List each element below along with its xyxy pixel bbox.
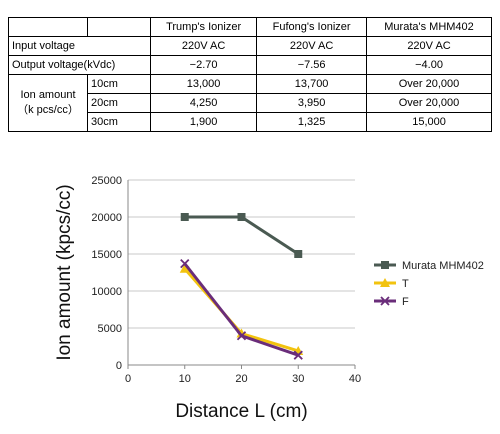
ionizer-spec-table: Trump's Ionizer Fufong's Ionizer Murata'… [8,17,492,132]
x-tick-label: 40 [349,373,361,385]
series-line [183,262,299,357]
table-row-input-voltage: Input voltage 220V AC 220V AC 220V AC [8,36,492,56]
header-fufong: Fufong's Ionizer [256,17,368,37]
legend-label: Murata MHM402 [402,260,484,272]
table-cell: 3,950 [256,93,368,113]
legend-marker [381,261,389,269]
series-line [183,267,299,353]
legend-label: F [402,296,409,308]
y-tick-label: 10000 [91,286,122,298]
header-murata: Murata's MHM402 [366,17,492,37]
table-cell: −4.00 [366,55,492,75]
table-header-row: Trump's Ionizer Fufong's Ionizer Murata'… [8,17,492,37]
table-cell: −2.70 [149,55,258,75]
ion-amount-label-line1: Ion amount [20,89,76,101]
x-tick-label: 10 [179,373,191,385]
data-point [236,331,247,341]
distance-cell: 20cm [87,93,151,113]
row-label: Input voltage [8,36,151,56]
header-trump: Trump's Ionizer [149,17,258,37]
legend-marker [380,296,390,306]
distance-cell: 30cm [87,112,151,132]
series-line [184,215,300,256]
data-point [179,263,190,273]
table-cell: −7.56 [256,55,368,75]
table-row-ion-10cm: Ion amount （k pcs/cc） 10cm 13,000 13,700… [8,74,492,132]
row-label: Output voltage(kVdc) [8,55,151,75]
data-point [293,350,303,360]
data-point [237,213,246,221]
ion-amount-label: Ion amount （k pcs/cc） [8,74,88,132]
ion-amount-label-line2: （k pcs/cc） [17,104,79,116]
table-cell: 15,000 [366,112,492,132]
x-axis-title: Distance L (cm) [175,401,307,422]
table-cell: 1,325 [256,112,368,132]
data-point [294,250,303,258]
x-tick-label: 20 [235,373,247,385]
table-row-ion-30cm: 30cm 1,900 1,325 15,000 [9,112,492,132]
x-tick-label: 30 [292,373,304,385]
table-cell: 220V AC [149,36,258,56]
table-cell: Over 20,000 [366,74,492,94]
header-cell-blank [87,17,151,37]
ion-amount-line-chart: 0 5000 10000 15000 20000 25000 0 10 20 30 40 Distan… [54,175,484,422]
data-point [180,213,189,221]
y-tick-label: 15000 [91,249,122,261]
table-row-output-voltage: Output voltage(kVdc) −2.70 −7.56 −4.00 [8,55,492,75]
table-cell: Over 20,000 [366,93,492,113]
table-cell: 13,700 [256,74,368,94]
table-cell: 13,000 [149,74,258,94]
legend-marker [380,278,390,287]
y-axis-title: Ion amount (kpcs/cc) [54,184,75,360]
y-tick-label: 5000 [98,323,122,335]
table-cell: 4,250 [149,93,258,113]
y-tick-label: 0 [116,360,122,372]
data-point [180,258,190,269]
table-cell: 220V AC [366,36,492,56]
table-cell: 220V AC [256,36,368,56]
x-tick-label: 0 [125,373,131,385]
y-tick-label: 20000 [91,212,122,224]
distance-cell: 10cm [87,74,151,94]
header-cell-blank [8,17,88,37]
legend-label: T [402,278,409,290]
y-tick-label: 25000 [91,175,122,187]
table-cell: 1,900 [149,112,258,132]
